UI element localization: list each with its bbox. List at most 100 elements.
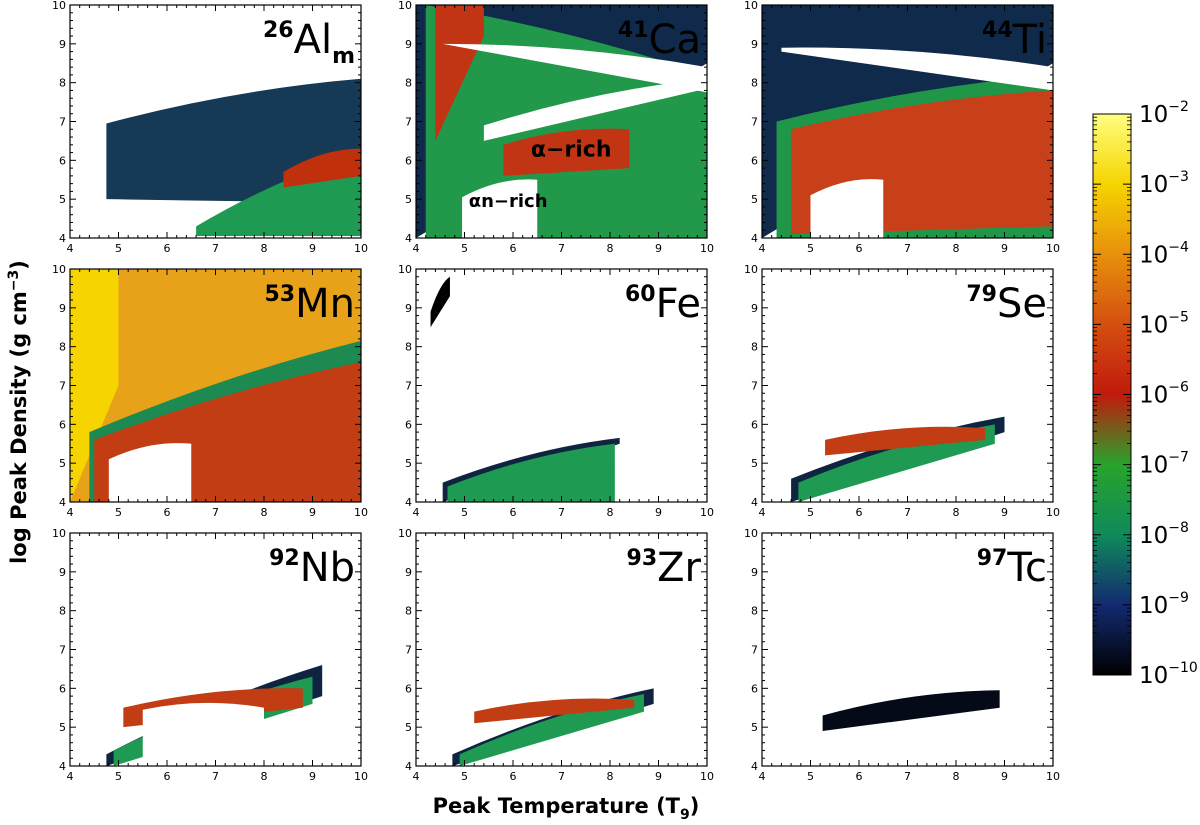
abundance-region bbox=[798, 424, 995, 502]
y-tick-label: 6 bbox=[751, 154, 758, 167]
y-tick-label: 8 bbox=[405, 341, 412, 354]
isotope-label: 93Zr bbox=[627, 545, 702, 591]
y-tick-label: 6 bbox=[751, 418, 758, 431]
y-tick-label: 4 bbox=[405, 496, 412, 509]
axis-ticks bbox=[69, 4, 362, 239]
y-tick-label: 8 bbox=[59, 77, 66, 90]
x-tick-label: 8 bbox=[953, 242, 960, 255]
y-tick-label: 7 bbox=[59, 644, 66, 657]
colorbar-tick-exponent: −6 bbox=[1168, 380, 1189, 396]
axis-ticks bbox=[761, 532, 1054, 767]
axis-ticks bbox=[761, 268, 1054, 503]
abundance-regions bbox=[416, 5, 707, 238]
y-tick-label: 9 bbox=[405, 302, 412, 315]
panel-97-tc: 4 5 6 7 8 9 10 4 5 6 7 8 9 10 97Tc bbox=[744, 527, 1060, 783]
y-axis-label: log Peak Density (g cm−3) bbox=[6, 260, 31, 564]
x-tick-label: 8 bbox=[953, 770, 960, 783]
abundance-region bbox=[459, 694, 644, 766]
x-tick-label: 9 bbox=[1001, 506, 1008, 519]
y-tick-label: 8 bbox=[59, 605, 66, 618]
colorbar-tick-base: 10 bbox=[1139, 102, 1168, 128]
panel-26-al: 4 5 6 7 8 9 10 4 5 6 7 8 9 10 26Alm bbox=[52, 0, 368, 255]
x-tick-label: 10 bbox=[1046, 506, 1060, 519]
isotope-symbol: Nb bbox=[300, 545, 355, 591]
y-tick-label: 5 bbox=[405, 193, 412, 206]
x-tick-label: 4 bbox=[759, 770, 766, 783]
axis-ticks bbox=[69, 532, 362, 767]
colorbar-tick-exponent: −7 bbox=[1168, 450, 1189, 466]
abundance-regions bbox=[430, 276, 620, 502]
isotope-mass-number: 26 bbox=[263, 18, 294, 43]
panel-53-mn: 4 5 6 7 8 9 10 4 5 6 7 8 9 10 53Mn bbox=[52, 263, 368, 519]
y-tick-label: 5 bbox=[59, 457, 66, 470]
y-tick-label: 6 bbox=[59, 682, 66, 695]
abundance-regions bbox=[791, 416, 1005, 502]
y-tick-label: 9 bbox=[751, 38, 758, 51]
colorbar-tick-label: 10−10 bbox=[1139, 660, 1198, 689]
isotope-label: 60Fe bbox=[625, 281, 701, 327]
y-tick-label: 8 bbox=[405, 77, 412, 90]
y-tick-label: 5 bbox=[751, 193, 758, 206]
x-tick-label: 7 bbox=[558, 770, 565, 783]
x-tick-label: 5 bbox=[461, 242, 468, 255]
x-tick-label: 9 bbox=[309, 506, 316, 519]
x-tick-label: 8 bbox=[261, 506, 268, 519]
x-tick-label: 4 bbox=[67, 506, 74, 519]
empty-region bbox=[442, 43, 707, 93]
isotope-label: 53Mn bbox=[265, 281, 356, 327]
x-tick-label: 5 bbox=[461, 506, 468, 519]
y-tick-label: 10 bbox=[52, 263, 66, 276]
x-tick-label: 6 bbox=[510, 242, 517, 255]
panel-92-nb: 4 5 6 7 8 9 10 4 5 6 7 8 9 10 92Nb bbox=[52, 527, 368, 783]
y-tick-label: 4 bbox=[59, 496, 66, 509]
empty-region bbox=[781, 47, 1053, 91]
y-tick-label: 4 bbox=[59, 760, 66, 773]
x-tick-label: 4 bbox=[413, 770, 420, 783]
x-axis-label-close: ) bbox=[690, 794, 700, 818]
isotope-symbol: Fe bbox=[656, 281, 701, 327]
colorbar-ticks: 10−210−310−410−510−610−710−810−910−10 bbox=[1093, 99, 1198, 689]
panel-41-ca: 4 5 6 7 8 9 10 4 5 6 7 8 9 10 41Ca α−rich αn−rich bbox=[398, 0, 714, 255]
colorbar-tick-base: 10 bbox=[1139, 523, 1168, 549]
isotope-symbol: Mn bbox=[295, 281, 355, 327]
y-tick-label: 6 bbox=[59, 154, 66, 167]
y-axis-label-exponent: −3 bbox=[6, 270, 22, 291]
x-tick-label: 7 bbox=[904, 242, 911, 255]
x-tick-label: 6 bbox=[164, 242, 171, 255]
isotope-mass-number: 60 bbox=[625, 282, 656, 307]
y-tick-label: 8 bbox=[405, 605, 412, 618]
x-tick-label: 5 bbox=[807, 770, 814, 783]
y-tick-label: 6 bbox=[405, 154, 412, 167]
abundance-region bbox=[447, 443, 615, 502]
isotope-symbol: Tc bbox=[1006, 545, 1047, 591]
colorbar-tick-exponent: −5 bbox=[1168, 309, 1189, 325]
colorbar-tick-base: 10 bbox=[1139, 242, 1168, 268]
abundance-regions bbox=[106, 665, 323, 766]
colorbar-tick-base: 10 bbox=[1139, 663, 1168, 689]
panel-93-zr: 4 5 6 7 8 9 10 4 5 6 7 8 9 10 93Zr bbox=[398, 527, 714, 783]
x-tick-label: 7 bbox=[904, 506, 911, 519]
y-tick-label: 5 bbox=[751, 721, 758, 734]
abundance-region bbox=[430, 276, 450, 328]
abundance-regions bbox=[70, 269, 361, 502]
x-tick-label: 7 bbox=[212, 770, 219, 783]
colorbar-tick-base: 10 bbox=[1139, 172, 1168, 198]
axis-ticks bbox=[69, 268, 362, 503]
colorbar-tick-label: 10−6 bbox=[1139, 380, 1189, 409]
y-tick-label: 5 bbox=[405, 721, 412, 734]
abundance-region bbox=[822, 690, 1000, 732]
y-tick-label: 10 bbox=[52, 527, 66, 540]
colorbar-tick-exponent: −9 bbox=[1168, 590, 1189, 606]
x-tick-label: 9 bbox=[1001, 242, 1008, 255]
x-tick-label: 9 bbox=[1001, 770, 1008, 783]
x-axis-label-main: Peak Temperature (T bbox=[433, 794, 681, 818]
y-tick-label: 4 bbox=[751, 496, 758, 509]
isotope-label: 44Ti bbox=[982, 17, 1047, 63]
isotope-mass-number: 97 bbox=[977, 546, 1008, 571]
y-tick-label: 8 bbox=[59, 341, 66, 354]
abundance-regions bbox=[762, 5, 1053, 238]
x-tick-label: 8 bbox=[953, 506, 960, 519]
empty-region bbox=[142, 702, 264, 766]
x-tick-label: 8 bbox=[261, 770, 268, 783]
